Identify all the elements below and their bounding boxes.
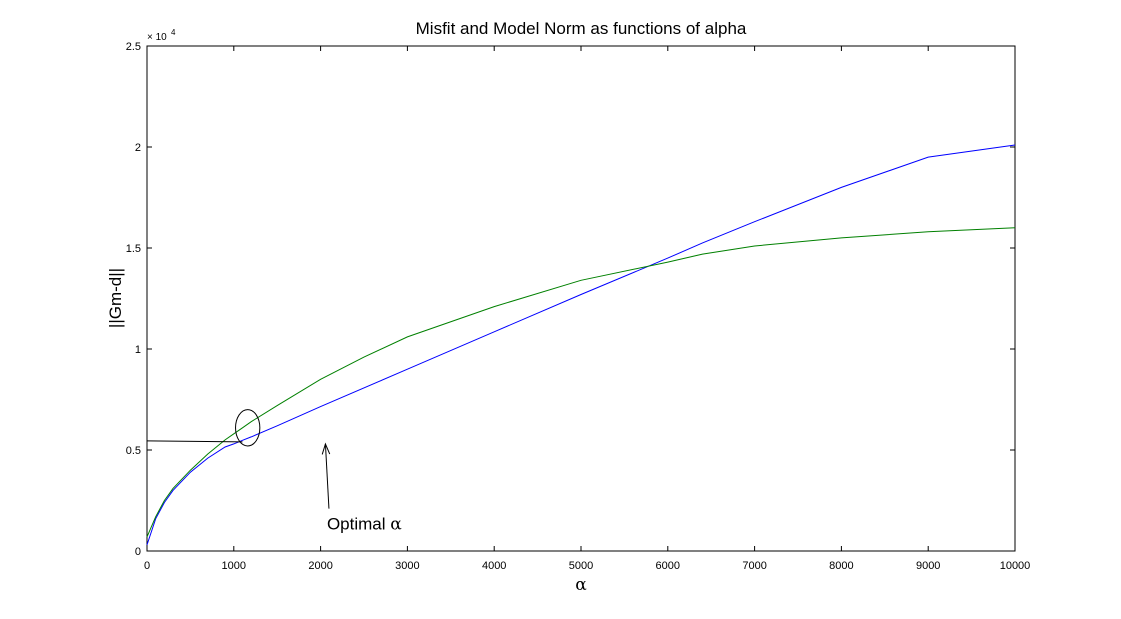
chart-title: Misfit and Model Norm as functions of al… (416, 19, 747, 38)
x-tick-label: 7000 (742, 560, 766, 572)
x-tick-label: 9000 (916, 560, 940, 572)
y-multiplier: × 10 4 (147, 28, 176, 43)
series-line-1 (146, 144, 1016, 546)
y-tick-label: 1.5 (126, 243, 141, 255)
optimal-label: Optimal α (327, 515, 402, 535)
optimal-label-text: Optimal (327, 515, 390, 534)
y-axis-label: ||Gm-d|| (106, 268, 125, 328)
y-multiplier-base: × 10 (147, 32, 167, 43)
x-tick-label: 4000 (482, 560, 506, 572)
y-tick-label: 0 (135, 546, 141, 558)
x-tick-label: 10000 (1000, 560, 1031, 572)
y-tick-label: 1 (135, 344, 141, 356)
plot-area (146, 45, 1016, 552)
x-tick-label: 0 (144, 560, 150, 572)
x-tick-label: 3000 (395, 560, 419, 572)
optimal-label-symbol: α (390, 515, 402, 535)
optimal-ellipse (235, 409, 261, 447)
x-axis-label: α (575, 575, 587, 595)
x-tick-label: 2000 (308, 560, 332, 572)
y-multiplier-exponent: 4 (171, 28, 176, 37)
y-tick-label: 2.5 (126, 41, 141, 53)
series-line-2 (146, 227, 1016, 538)
optimal-annotation: Optimal α (146, 409, 402, 535)
x-axis-ticks: 0 1000 2000 3000 4000 5000 6000 7000 8000 9000 100… (144, 46, 1030, 572)
x-tick-label: 5000 (569, 560, 593, 572)
y-tick-label: 2 (135, 142, 141, 154)
x-tick-label: 1000 (222, 560, 246, 572)
optimal-arrowhead (321, 442, 331, 455)
x-tick-label: 6000 (656, 560, 680, 572)
series-lines (146, 144, 1016, 546)
x-tick-label: 8000 (829, 560, 853, 572)
y-axis-ticks: 0 0.5 1 1.5 2 2.5 (126, 41, 1015, 558)
y-tick-label: 0.5 (126, 445, 141, 457)
optimal-arrow (324, 443, 330, 509)
optimal-level-line (146, 440, 243, 443)
